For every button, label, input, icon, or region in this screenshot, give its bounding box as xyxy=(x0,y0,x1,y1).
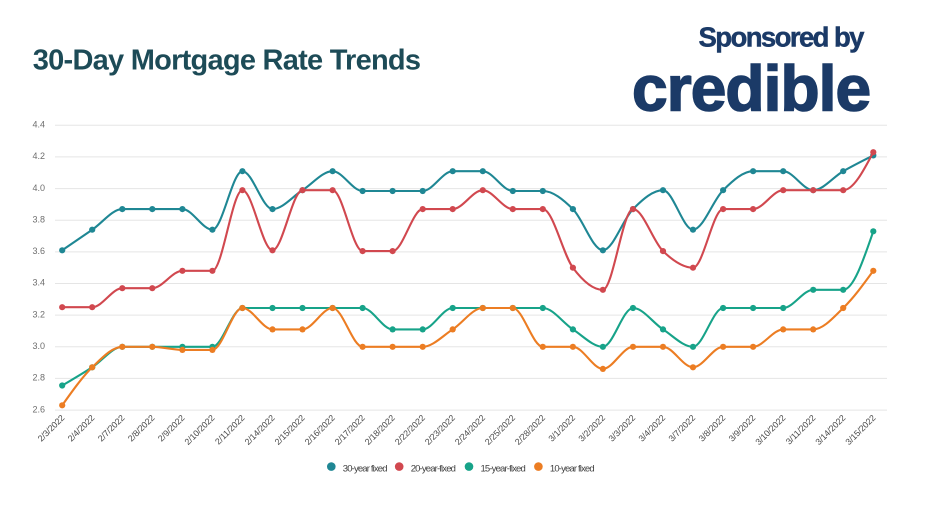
svg-text:4.2: 4.2 xyxy=(32,151,45,161)
svg-text:15-year-fixed: 15-year-fixed xyxy=(481,463,526,474)
svg-text:3.8: 3.8 xyxy=(32,214,45,224)
svg-text:4.0: 4.0 xyxy=(32,183,45,193)
svg-text:10-year fixed: 10-year fixed xyxy=(550,463,594,474)
svg-text:Sponsored by: Sponsored by xyxy=(699,21,866,52)
svg-text:4.4: 4.4 xyxy=(32,120,45,130)
svg-text:30-Day Mortgage Rate Trends: 30-Day Mortgage Rate Trends xyxy=(33,45,420,77)
svg-text:3.6: 3.6 xyxy=(32,246,45,256)
svg-text:3.0: 3.0 xyxy=(32,341,45,351)
svg-text:2.8: 2.8 xyxy=(32,373,45,383)
svg-text:30-year fixed: 30-year fixed xyxy=(343,463,387,474)
svg-text:3.2: 3.2 xyxy=(32,309,45,319)
svg-text:2.6: 2.6 xyxy=(32,404,45,414)
svg-text:credible: credible xyxy=(632,53,870,125)
svg-text:3.4: 3.4 xyxy=(32,278,45,288)
svg-text:20-year-fixed: 20-year-fixed xyxy=(411,463,456,474)
